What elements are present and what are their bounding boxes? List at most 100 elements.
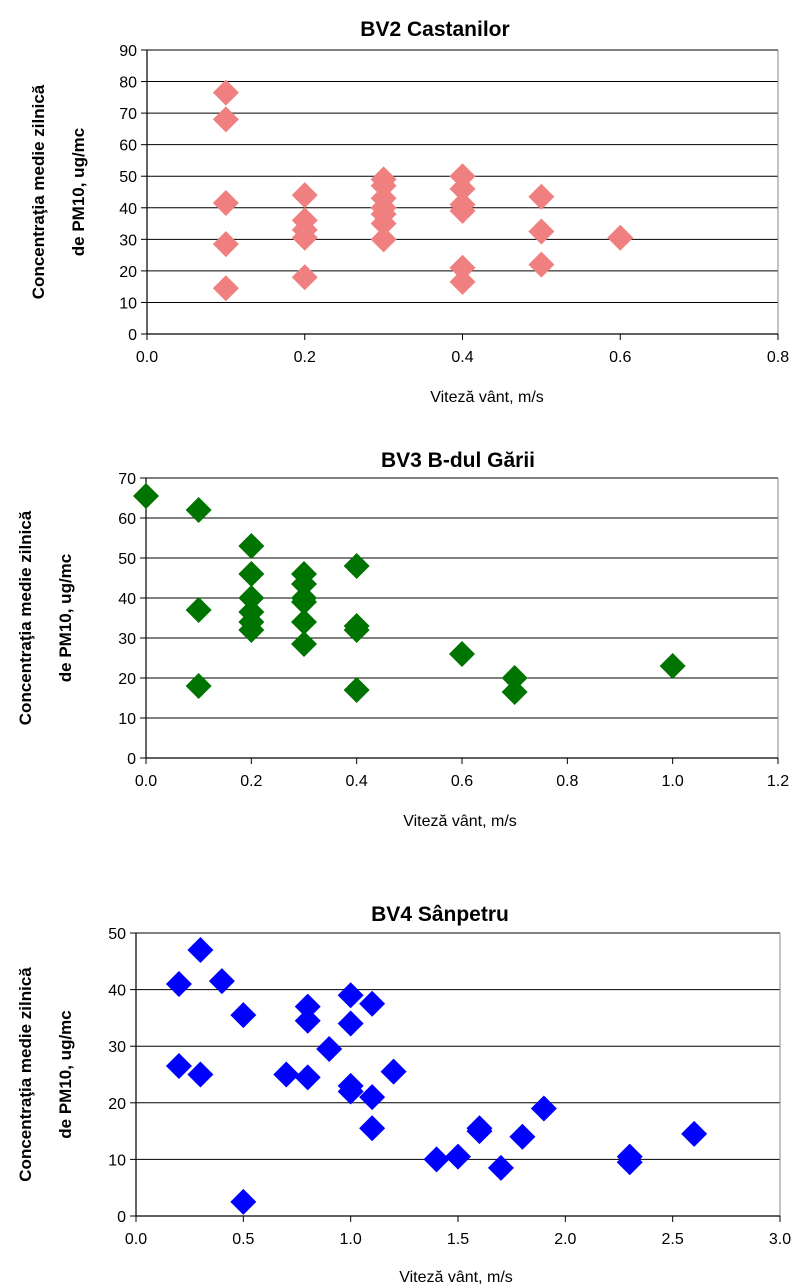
- data-point: [291, 264, 318, 291]
- data-point: [238, 561, 265, 587]
- x-tick-label: 1.0: [340, 1231, 362, 1248]
- axes: [141, 49, 779, 340]
- y-tick-label: 20: [108, 1096, 126, 1113]
- data-point: [528, 251, 555, 278]
- chart-title: BV2 Castanilor: [360, 18, 509, 41]
- data-point: [343, 617, 370, 643]
- y-tick-label: 0: [127, 751, 136, 768]
- y-tick-label: 60: [119, 138, 137, 155]
- y-axis-label-line-2: de PM10, ug/mc: [69, 128, 88, 256]
- data-point: [449, 175, 476, 202]
- chart-bv4-sanpetru: BV4 Sânpetru Concentraţia medie zilnică …: [16, 903, 791, 1286]
- x-axis-label: Viteză vânt, m/s: [430, 389, 544, 406]
- y-axis-label-line-2: de PM10, ug/mc: [56, 1010, 75, 1138]
- x-tick-label: 0.2: [294, 349, 316, 366]
- y-tick-label: 50: [108, 926, 126, 943]
- x-tick-label: 0.8: [556, 773, 578, 790]
- x-tick-label: 0.0: [135, 773, 157, 790]
- data-point: [185, 597, 212, 623]
- y-tick-label: 80: [119, 75, 137, 92]
- data-point: [291, 224, 318, 251]
- data-point: [370, 210, 397, 237]
- data-point: [291, 609, 317, 635]
- y-tick-labels: 0 10 20 30 40 50 60 70 80 90: [119, 43, 137, 344]
- y-tick-labels: 0 10 20 30 40 50 60 70: [118, 471, 136, 768]
- x-tick-label: 1.2: [767, 773, 789, 790]
- x-tick-label: 0.5: [232, 1231, 254, 1248]
- axes: [140, 477, 779, 764]
- x-tick-label: 0.4: [346, 773, 368, 790]
- y-axis-label: Concentraţia medie zilnică de PM10, ug/m…: [29, 84, 88, 299]
- y-tick-labels: 0 10 20 30 40 50: [108, 926, 126, 1226]
- data-point: [185, 497, 212, 523]
- x-tick-label: 0.2: [240, 773, 262, 790]
- data-point: [294, 1064, 321, 1091]
- data-point: [616, 1149, 643, 1176]
- x-tick-labels: 0.0 0.2 0.4 0.6 0.8: [136, 349, 789, 366]
- x-tick-label: 3.0: [769, 1231, 791, 1248]
- y-tick-label: 40: [119, 201, 137, 218]
- data-point: [487, 1154, 514, 1181]
- data-point: [212, 231, 239, 258]
- data-point: [343, 677, 370, 703]
- data-point: [359, 1115, 386, 1142]
- y-tick-label: 60: [118, 511, 136, 528]
- y-tick-label: 70: [118, 471, 136, 488]
- x-tick-label: 0.0: [136, 349, 158, 366]
- x-tick-label: 0.8: [767, 349, 789, 366]
- data-point: [316, 1036, 343, 1063]
- y-axis-label-line-1: Concentraţia medie zilnică: [29, 84, 48, 299]
- data-point: [212, 106, 239, 133]
- data-point: [187, 936, 214, 963]
- data-point: [509, 1123, 536, 1150]
- y-tick-label: 30: [118, 631, 136, 648]
- data-point: [165, 1053, 192, 1080]
- data-point: [423, 1146, 450, 1173]
- y-tick-label: 0: [117, 1209, 126, 1226]
- y-axis-label-line-2: de PM10, ug/mc: [56, 554, 75, 682]
- chart-title: BV4 Sânpetru: [371, 903, 509, 926]
- data-point: [337, 982, 364, 1009]
- x-axis-label: Viteză vânt, m/s: [399, 1269, 513, 1286]
- data-point: [133, 483, 159, 509]
- x-tick-label: 0.6: [451, 773, 473, 790]
- y-tick-label: 30: [108, 1039, 126, 1056]
- data-point: [359, 1084, 386, 1111]
- x-axis-label: Viteză vânt, m/s: [403, 813, 517, 830]
- data-point: [291, 182, 318, 209]
- data-point: [185, 673, 212, 699]
- y-axis-label-line-1: Concentraţia medie zilnică: [16, 967, 35, 1182]
- y-tick-label: 20: [119, 264, 137, 281]
- y-tick-label: 10: [119, 295, 137, 312]
- y-tick-label: 10: [118, 711, 136, 728]
- x-tick-label: 0.6: [609, 349, 631, 366]
- x-tick-labels: 0.0 0.5 1.0 1.5 2.0 2.5 3.0: [125, 1231, 791, 1248]
- y-tick-label: 50: [118, 551, 136, 568]
- x-tick-label: 0.0: [125, 1231, 147, 1248]
- data-point: [187, 1061, 214, 1088]
- data-point: [337, 1078, 364, 1105]
- data-point: [466, 1118, 493, 1145]
- data-point: [238, 533, 265, 559]
- data-point: [659, 653, 686, 679]
- data-points: [165, 936, 708, 1215]
- data-point: [212, 190, 239, 217]
- chart-bv3-bdul-garii: BV3 B-dul Gării Concentraţia medie zilni…: [16, 449, 789, 830]
- data-point: [208, 968, 235, 995]
- data-point: [528, 183, 555, 210]
- data-point: [528, 218, 555, 245]
- grid-lines: [136, 932, 780, 1160]
- data-point: [449, 197, 476, 224]
- y-tick-label: 40: [118, 591, 136, 608]
- data-point: [294, 993, 321, 1020]
- data-point: [291, 589, 317, 615]
- data-point: [291, 631, 317, 657]
- x-tick-label: 2.5: [662, 1231, 684, 1248]
- data-point: [165, 970, 192, 997]
- data-point: [359, 990, 386, 1017]
- chart-title: BV3 B-dul Gării: [381, 449, 535, 472]
- y-tick-label: 0: [128, 327, 137, 344]
- y-axis-label: Concentraţia medie zilnică de PM10, ug/m…: [16, 967, 75, 1182]
- axes: [130, 932, 781, 1222]
- y-axis-label-line-1: Concentraţia medie zilnică: [16, 510, 35, 725]
